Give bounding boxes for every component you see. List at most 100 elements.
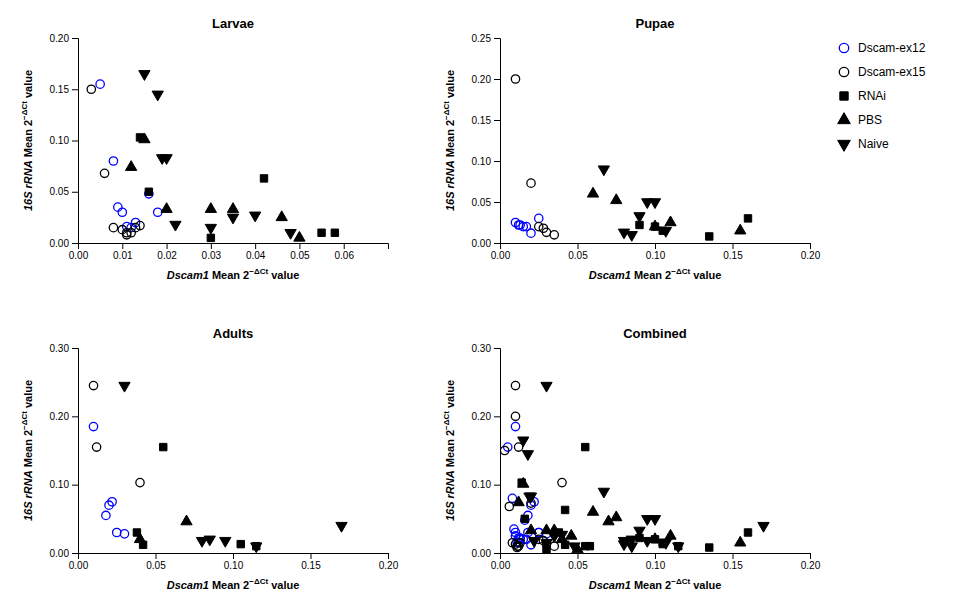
point [535,214,543,222]
tick-mark [578,553,579,559]
axis-label-part: Mean 2 [631,269,671,281]
tick-mark [578,243,579,249]
point [181,515,192,525]
tick-label: 0.05 [472,197,492,208]
axis-line [501,554,811,560]
axis-label-part: Mean 2 [22,430,34,470]
point [161,155,172,165]
tick-mark [494,416,500,417]
tick-mark [733,553,734,559]
x-axis-title: Dscam1 Mean 2−ΔCt value [167,577,300,591]
point [109,223,117,231]
axis-label-part: −ΔCt [671,267,690,276]
point [735,224,746,234]
point [336,522,347,532]
tick-label: 0.10 [50,135,70,146]
tick: 0.10 [646,553,666,571]
tick-mark [72,485,78,486]
legend-symbol [838,113,851,124]
tick-label: 0.15 [301,560,321,571]
legend-label: RNAi [858,89,886,103]
series [518,443,752,553]
point [89,381,97,389]
legend-item: RNAi [840,89,886,103]
series [119,382,347,552]
axis-label-part: 16S rRNA [22,470,34,521]
tick: 0.10 [472,479,500,490]
axis-label-part: value [690,269,721,281]
point [518,477,529,487]
axis-label-part: 16S rRNA [444,470,456,521]
title: Larvae [212,16,254,31]
point [611,194,622,204]
tick: 0.20 [472,74,500,85]
axis-label-part: −ΔCt [249,577,268,586]
point [541,382,552,392]
axis-label-part: −ΔCt [249,267,268,276]
point [665,529,676,539]
axis-line [494,349,501,554]
tick-mark [655,243,656,249]
tick-label: 0.20 [801,250,821,261]
point [626,232,637,242]
axis-line [79,554,389,560]
point [160,443,167,450]
point [227,203,238,213]
tick-mark [122,243,123,249]
tick-mark [494,120,500,121]
tick: 0.15 [723,553,743,571]
tick: 0.05 [50,186,78,197]
tick-label: 0.15 [472,115,492,126]
tick-mark [167,243,168,249]
tick: 0.00 [50,548,78,559]
point [250,212,261,222]
tick-mark [494,161,500,162]
tick-label: 0.05 [50,186,70,197]
point [205,224,216,234]
axis-label-part: Mean 2 [209,579,249,591]
point [511,381,519,389]
point [294,231,305,241]
y-axis: 0.000.100.200.30 [472,343,501,559]
point [113,528,121,536]
legend-symbol [839,67,848,76]
tick-label: 0.00 [472,238,492,249]
tick-label: 0.10 [646,560,666,571]
tick-mark [810,553,811,559]
tick: 0.00 [69,553,89,571]
tick-label: 0.02 [157,250,177,261]
y-axis-title: 16S rRNA Mean 2−ΔCt value [20,70,34,211]
axis-line [72,39,79,244]
title: Pupae [635,16,674,31]
plot-area [500,381,769,553]
tick-label: 0.05 [146,560,166,571]
point [706,233,713,240]
y-axis-title: 16S rRNA Mean 2−ΔCt value [20,380,34,521]
point [582,443,589,450]
tick-label: 0.10 [646,250,666,261]
point [642,537,653,547]
axis-label-part: Mean 2 [209,269,249,281]
axis-label-part: value [268,269,299,281]
point [649,516,660,526]
point [100,169,108,177]
point [119,382,130,392]
tick-label: 0.01 [113,250,133,261]
series [133,443,260,549]
legend-label: PBS [858,113,882,127]
point [108,498,116,506]
x-axis-title: Dscam1 Mean 2−ΔCt value [589,267,722,281]
tick-mark [72,416,78,417]
point [331,229,338,236]
axis-label-part: Dscam1 [167,579,209,591]
point [626,536,637,546]
point [145,188,152,195]
axis-label-part: Dscam1 [589,269,631,281]
legend-symbol [839,43,848,52]
tick: 0.03 [202,243,222,261]
x-axis-title: Dscam1 Mean 2−ΔCt value [589,577,722,591]
series [511,214,543,237]
point [102,511,110,519]
point [525,524,536,534]
point [114,203,122,211]
